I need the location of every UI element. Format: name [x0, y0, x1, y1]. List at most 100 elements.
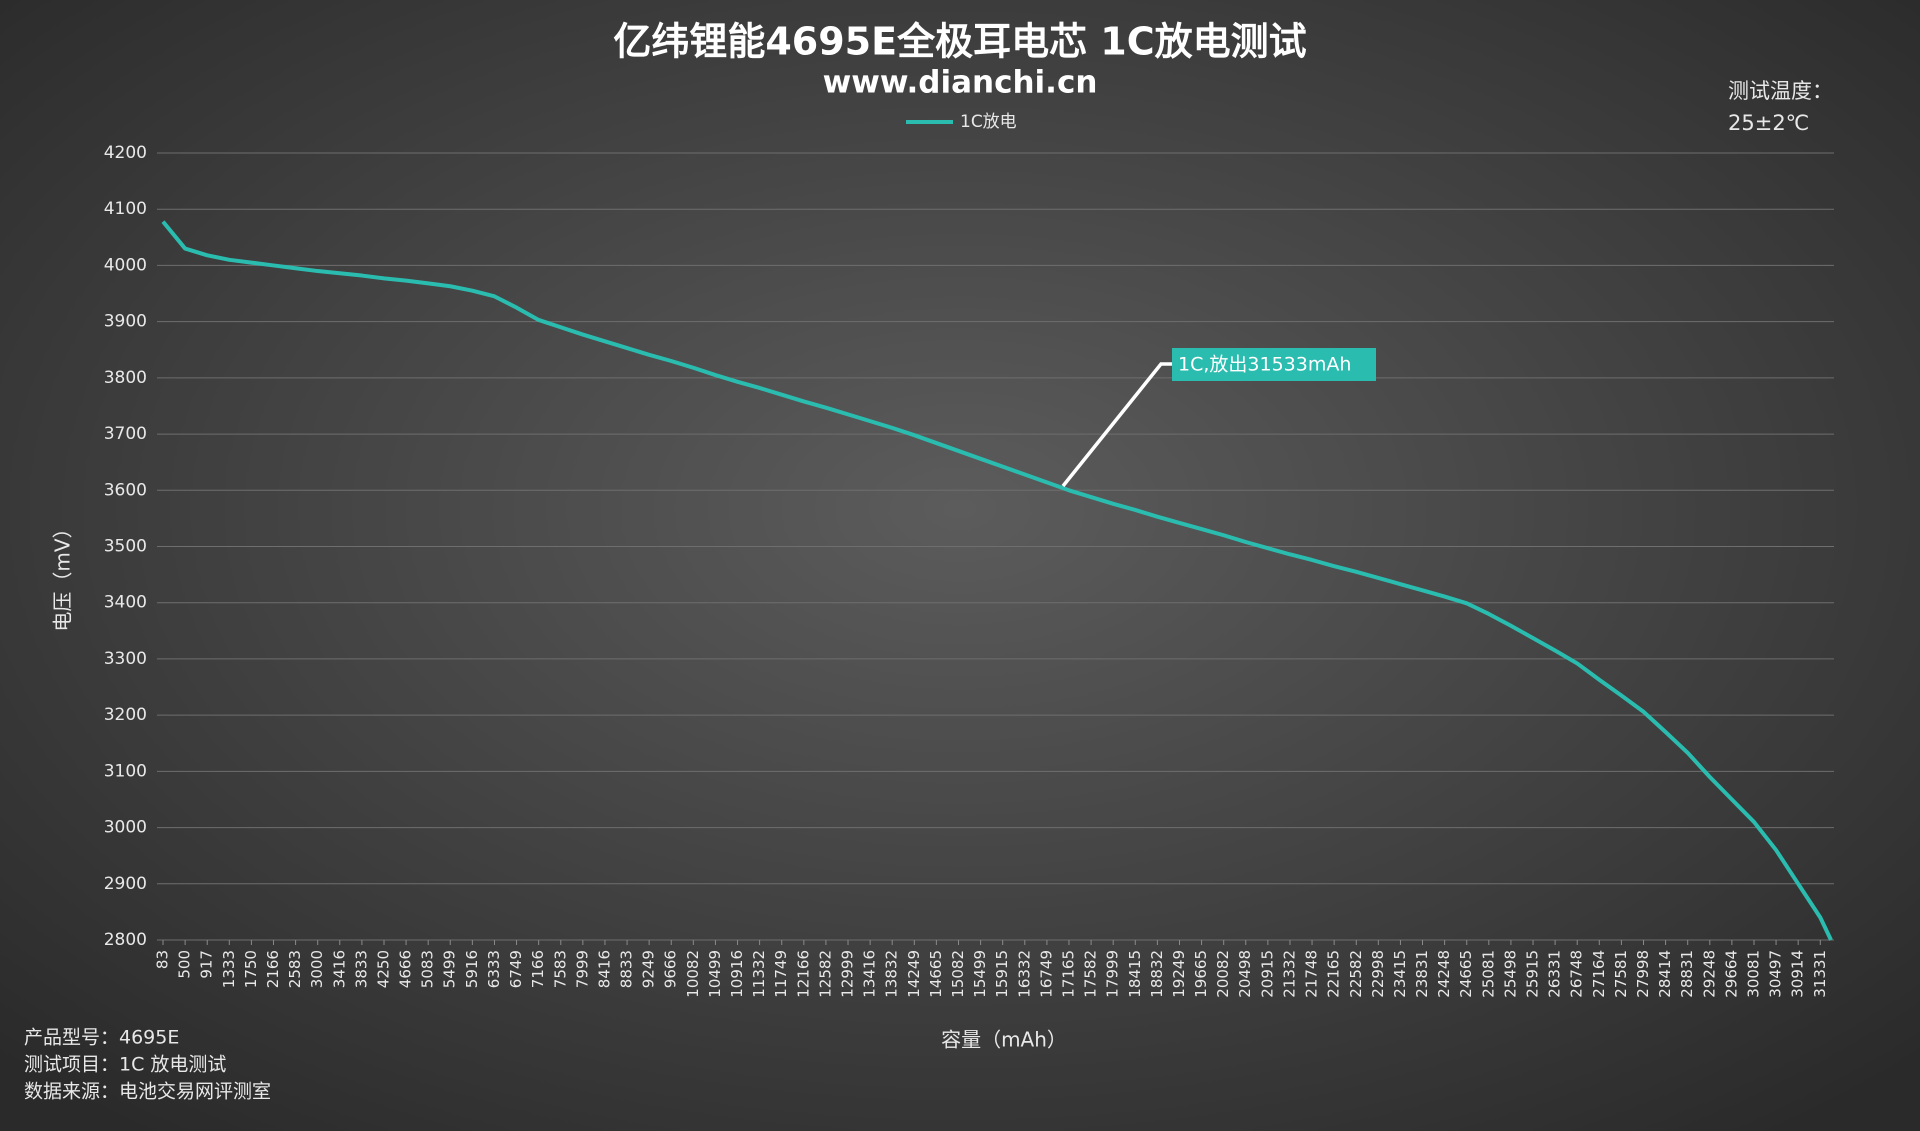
x-tick-label: 29664	[1722, 950, 1740, 998]
y-tick-label: 4100	[104, 199, 147, 219]
x-tick-label: 18415	[1126, 950, 1144, 998]
x-tick-label: 5083	[419, 950, 437, 988]
annotation-box	[1172, 348, 1376, 381]
y-tick-label: 3200	[104, 705, 147, 725]
x-tick-label: 31331	[1811, 950, 1829, 998]
y-tick-label: 4000	[104, 255, 147, 275]
footnote: 测试项目：1C 放电测试	[24, 1054, 226, 1076]
x-tick-label: 11332	[750, 950, 768, 998]
x-tick-label: 3000	[308, 950, 326, 988]
x-tick-label: 7999	[573, 950, 591, 988]
x-tick-label: 917	[198, 950, 216, 979]
x-tick-label: 30081	[1744, 950, 1762, 998]
x-tick-label: 6749	[507, 950, 525, 988]
x-tick-label: 27998	[1634, 950, 1652, 998]
x-tick-label: 26331	[1546, 950, 1564, 998]
x-tick-label: 25081	[1479, 950, 1497, 998]
x-tick-label: 14665	[927, 950, 945, 998]
y-tick-label: 3400	[104, 593, 147, 613]
chart-subtitle: www.dianchi.cn	[823, 65, 1098, 101]
x-tick-label: 28414	[1656, 950, 1674, 998]
x-tick-label: 28831	[1678, 950, 1696, 998]
x-tick-label: 20915	[1258, 950, 1276, 998]
footnote: 数据来源：电池交易网评测室	[24, 1081, 271, 1103]
x-tick-label: 27581	[1612, 950, 1630, 998]
x-tick-label: 22998	[1369, 950, 1387, 998]
y-tick-label: 2800	[104, 930, 147, 950]
x-tick-label: 3416	[330, 950, 348, 988]
annotation-leader	[1061, 362, 1172, 488]
plot	[161, 220, 1833, 941]
y-tick-label: 3800	[104, 368, 147, 388]
x-tick-label: 17582	[1082, 950, 1100, 998]
x-tick-label: 5916	[463, 950, 481, 988]
x-tick-label: 20498	[1236, 950, 1254, 998]
x-tick-label: 21332	[1280, 950, 1298, 998]
x-tick-label: 6333	[485, 950, 503, 988]
x-tick-label: 26748	[1568, 950, 1586, 998]
note: 测试温度：	[1728, 79, 1833, 103]
x-tick-label: 23831	[1413, 950, 1431, 998]
x-tick-label: 2583	[286, 950, 304, 988]
x-tick-label: 10916	[728, 950, 746, 998]
note: 25±2℃	[1728, 111, 1809, 135]
x-tick-label: 10499	[706, 950, 724, 998]
legend-label: 1C放电	[960, 112, 1017, 132]
x-axis-label: 容量（mAh）	[941, 1028, 1067, 1052]
chart-title: 亿纬锂能4695E全极耳电芯 1C放电测试	[613, 20, 1306, 64]
x-tick-label: 9666	[662, 950, 680, 988]
x-tick-label: 15499	[971, 950, 989, 998]
x-tick-label: 8833	[618, 950, 636, 988]
data-line	[161, 220, 1833, 941]
x-tick-label: 12166	[794, 950, 812, 998]
x-tick-label: 7166	[529, 950, 547, 988]
x-tick-label: 13416	[861, 950, 879, 998]
x-tick-label: 17999	[1104, 950, 1122, 998]
x-tick-label: 23415	[1391, 950, 1409, 998]
x-tick-label: 25498	[1501, 950, 1519, 998]
x-tick-label: 7583	[551, 950, 569, 988]
annotation: 1C,放出31533mAh	[1178, 354, 1351, 376]
x-tick-label: 30497	[1767, 950, 1785, 998]
y-axis-label: 电压（mV）	[51, 518, 75, 631]
x-tick-label: 19665	[1192, 950, 1210, 998]
x-tick-label: 13832	[883, 950, 901, 998]
x-tick-label: 20082	[1214, 950, 1232, 998]
x-tick-label: 4250	[375, 950, 393, 988]
x-tick-label: 30914	[1789, 950, 1807, 998]
x-tick-label: 2166	[264, 950, 282, 988]
x-tick-label: 16749	[1037, 950, 1055, 998]
x-tick-label: 25915	[1524, 950, 1542, 998]
x-tick-label: 15082	[949, 950, 967, 998]
x-tick-label: 12999	[839, 950, 857, 998]
x-tick-label: 83	[154, 950, 172, 969]
footnote: 产品型号：4695E	[24, 1027, 179, 1049]
x-tick-label: 10082	[684, 950, 702, 998]
y-tick-label: 3500	[104, 537, 147, 557]
y-tick-label: 3900	[104, 312, 147, 332]
x-tick-label: 27164	[1590, 950, 1608, 998]
x-tick-label: 19249	[1170, 950, 1188, 998]
x-tick-label: 5499	[441, 950, 459, 988]
x-tick-label: 24248	[1435, 950, 1453, 998]
y-tick-label: 4200	[104, 143, 147, 163]
x-tick-label: 16332	[1015, 950, 1033, 998]
x-tick-label: 22582	[1347, 950, 1365, 998]
x-tick-label: 17165	[1059, 950, 1077, 998]
x-tick-label: 11749	[772, 950, 790, 998]
y-tick-label: 3700	[104, 424, 147, 444]
x-tick-label: 21748	[1303, 950, 1321, 998]
y-tick-label: 3300	[104, 649, 147, 669]
x-tick-label: 24665	[1457, 950, 1475, 998]
x-tick-label: 12582	[816, 950, 834, 998]
x-tick-label: 1333	[220, 950, 238, 988]
x-tick-label: 1750	[242, 950, 260, 988]
y-tick-label: 3000	[104, 818, 147, 838]
x-tick-label: 14249	[905, 950, 923, 998]
x-tick-label: 500	[176, 950, 194, 979]
y-tick-label: 3100	[104, 761, 147, 781]
x-tick-label: 3833	[352, 950, 370, 988]
x-tick-label: 8416	[595, 950, 613, 988]
